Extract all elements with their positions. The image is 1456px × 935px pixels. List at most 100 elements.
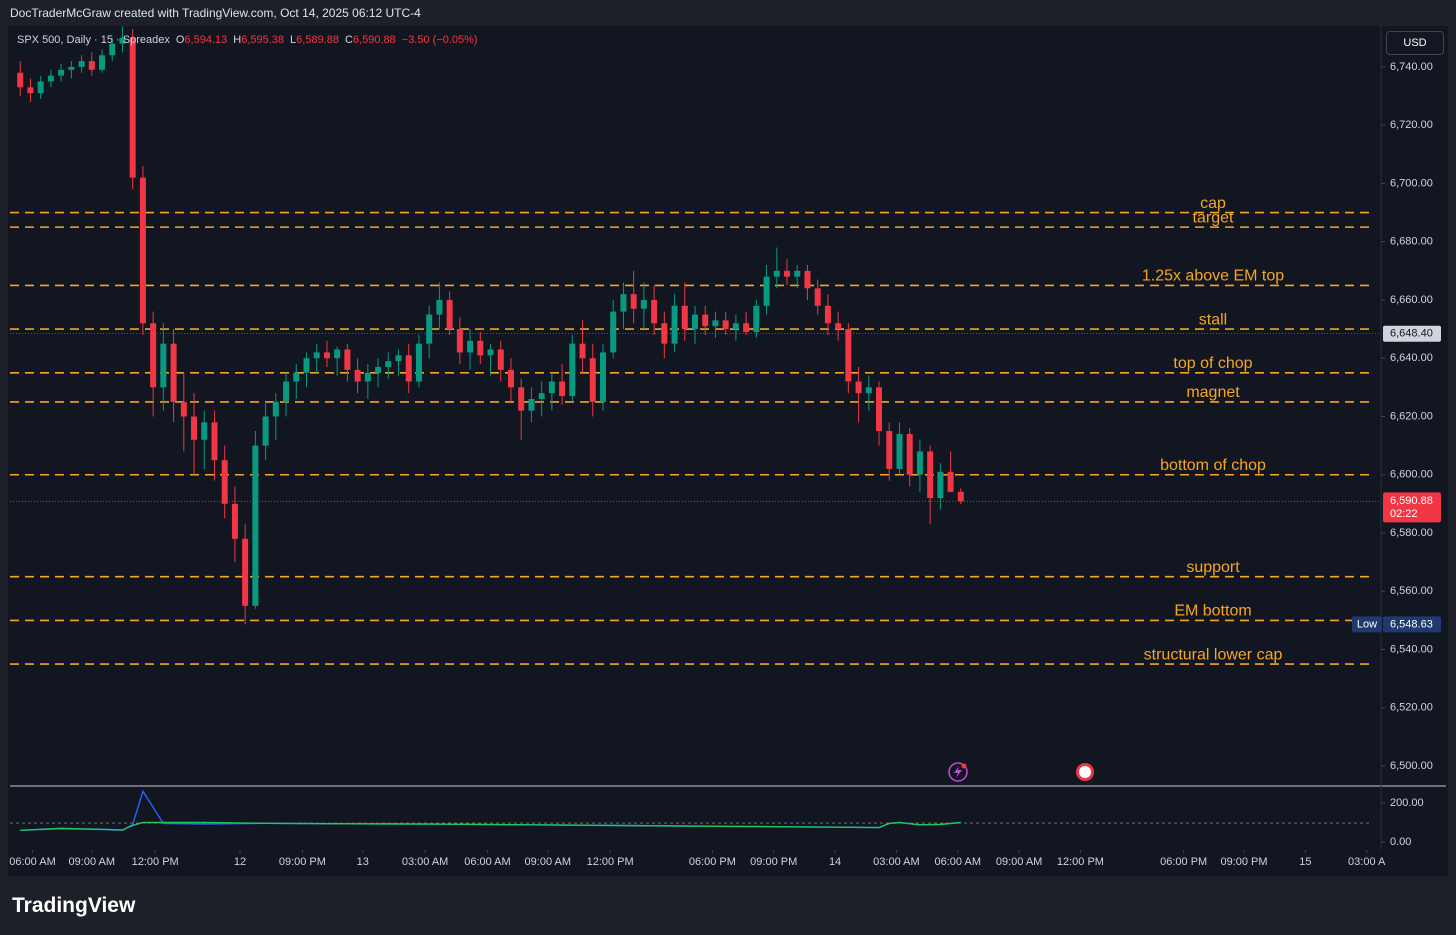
low-tag: Low — [1357, 618, 1377, 630]
candle-body — [763, 276, 770, 306]
candle-body — [886, 431, 893, 469]
candle-body — [896, 433, 903, 469]
candle-body — [538, 393, 545, 400]
x-tick-label: 06:00 AM — [9, 856, 55, 868]
candle-body — [160, 343, 167, 388]
current-price-label: 6,590.88 — [1390, 495, 1433, 507]
y-tick-label: 6,580.00 — [1390, 527, 1433, 539]
candle-body — [170, 343, 177, 402]
x-tick-label: 09:00 PM — [750, 856, 797, 868]
countdown-label: 02:22 — [1390, 508, 1418, 520]
candle-body — [804, 270, 811, 289]
candle-body — [507, 369, 514, 388]
candle-body — [395, 355, 402, 362]
candle-body — [835, 323, 842, 330]
candle-body — [947, 471, 954, 492]
candle-body — [334, 349, 341, 359]
candle-body — [385, 361, 392, 367]
y-tick-label: 6,660.00 — [1390, 294, 1433, 306]
candle-body — [702, 314, 709, 327]
candle-body — [916, 451, 923, 475]
candle-body — [814, 288, 821, 306]
candle-body — [692, 314, 698, 330]
x-tick-label: 06:00 AM — [464, 856, 510, 868]
candle-body — [211, 422, 218, 461]
x-tick-label: 12:00 PM — [587, 856, 634, 868]
x-tick-label: 03:00 AM — [873, 856, 919, 868]
candle-body — [303, 358, 310, 373]
candle-body — [344, 349, 351, 370]
x-tick-label: 12:00 PM — [132, 856, 179, 868]
brand-text: TradingView — [12, 894, 136, 917]
event-dot — [961, 763, 967, 769]
candle-body — [293, 372, 300, 382]
level-label: support — [1186, 559, 1240, 576]
x-tick-label: 09:00 AM — [996, 856, 1042, 868]
candle-body — [732, 323, 739, 330]
candle-body — [364, 372, 371, 382]
candle-body — [109, 43, 116, 56]
level-label: EM bottom — [1174, 603, 1251, 620]
candle-body — [865, 387, 872, 394]
ohlc-key: H — [233, 34, 242, 46]
level-label: cap — [1200, 195, 1226, 212]
candle-body — [426, 314, 433, 344]
candle-body — [150, 323, 157, 388]
ohlc-value: 6,590.88 — [352, 34, 396, 46]
candle-body — [640, 299, 647, 309]
level-label: stall — [1199, 311, 1227, 328]
candle-body — [375, 366, 382, 373]
x-tick-label: 15 — [1299, 856, 1311, 868]
candle-body — [845, 329, 852, 382]
x-tick-label: 03:00 AM — [402, 856, 448, 868]
candle-body — [354, 369, 361, 382]
candle-body — [272, 401, 279, 417]
symbol: SPX 500, Daily · 15 · Spreadex — [17, 34, 170, 46]
x-tick-label: 13 — [357, 856, 369, 868]
candle-body — [620, 294, 627, 312]
candle-body — [497, 349, 504, 370]
currency-button[interactable]: USD — [1386, 31, 1444, 55]
candle-body — [446, 299, 453, 330]
candle-body — [937, 471, 944, 499]
candle-body — [906, 433, 913, 475]
x-tick-label: 14 — [829, 856, 841, 868]
candle-body — [405, 355, 412, 382]
x-tick-label: 09:00 AM — [69, 856, 115, 868]
candle-body — [753, 305, 760, 333]
candle-body — [201, 422, 208, 440]
candle-body — [58, 69, 65, 76]
x-tick-label: 06:00 PM — [1160, 856, 1207, 868]
y-tick-label: 6,520.00 — [1390, 702, 1433, 714]
candle-body — [37, 81, 44, 94]
x-tick-label: 12 — [234, 856, 246, 868]
y-tick-label: 6,700.00 — [1390, 177, 1433, 189]
ohlc-key: L — [290, 34, 297, 46]
candle-body — [559, 381, 566, 397]
candle-body — [129, 37, 136, 178]
candle-body — [221, 460, 228, 504]
candle-body — [661, 323, 668, 344]
x-tick-label: 03:00 A — [1348, 856, 1386, 868]
level-label: 1.25x above EM top — [1142, 268, 1284, 285]
candle-body — [323, 352, 330, 359]
ohlc-key: O — [175, 34, 185, 46]
indicator-tick-label: 200.00 — [1390, 797, 1424, 809]
candle-body — [528, 399, 535, 411]
low-label: 6,548.63 — [1390, 618, 1433, 630]
event-icon[interactable] — [948, 762, 968, 782]
candle-body — [599, 352, 606, 402]
candle-body — [712, 320, 719, 327]
legend: SPX 500, Daily · 15 · Spreadex O6,594.13 H… — [17, 34, 478, 46]
brand-logo: TradingView — [12, 894, 135, 918]
y-tick-label: 6,640.00 — [1390, 352, 1433, 364]
candle-body — [68, 66, 75, 70]
candle-body — [824, 305, 831, 324]
y-tick-label: 6,500.00 — [1390, 760, 1433, 772]
candle-body — [415, 343, 422, 382]
x-tick-label: 06:00 AM — [935, 856, 981, 868]
candle-body — [743, 323, 750, 333]
candle-body — [681, 305, 688, 330]
candle-body — [27, 87, 34, 94]
